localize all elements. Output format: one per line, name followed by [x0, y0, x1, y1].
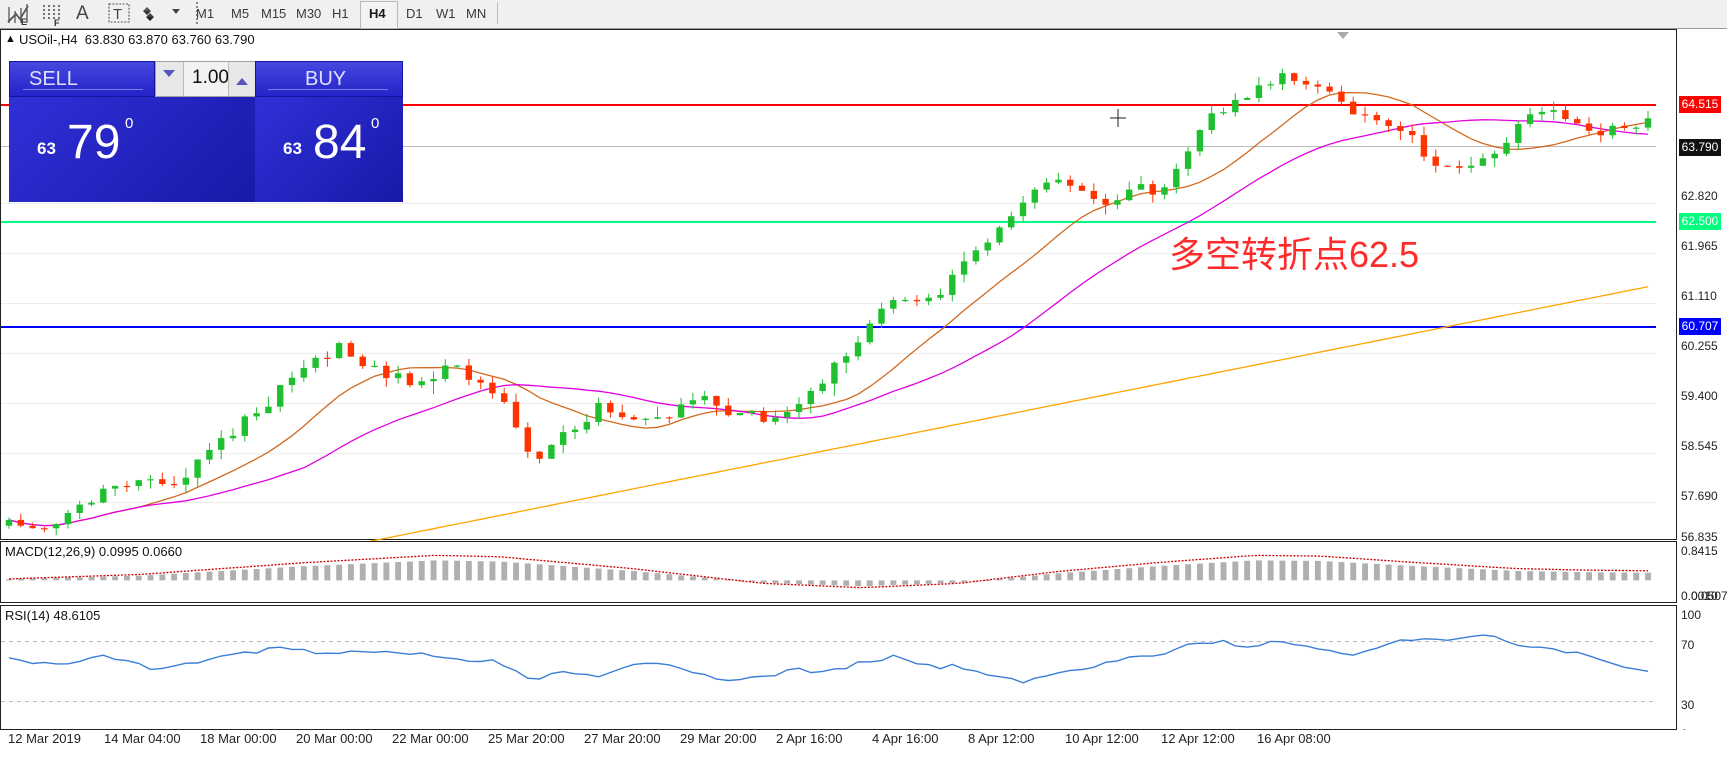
svg-text:T: T: [113, 6, 122, 23]
svg-text:E: E: [21, 17, 27, 26]
svg-text:F: F: [54, 18, 60, 26]
